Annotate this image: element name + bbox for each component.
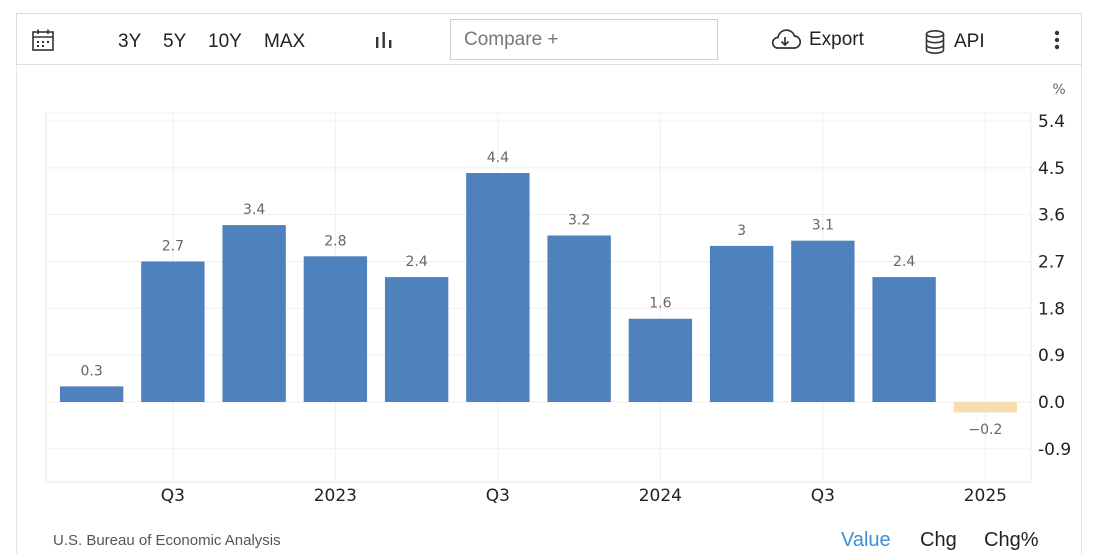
bar-value-label: 4.4 [487, 150, 509, 166]
range-3y-button[interactable]: 3Y [118, 31, 142, 52]
x-tick-label: 2025 [964, 486, 1007, 506]
chart-toolbar: 3Y 5Y 10Y MAX Compare + Export API [16, 13, 1082, 65]
range-10y-button[interactable]: 10Y [208, 31, 242, 52]
y-axis: 5.4 4.5 3.6 2.7 1.8 0.9 0.0 -0.9 [1038, 112, 1071, 460]
chart-area [16, 65, 1082, 554]
range-5y-button[interactable]: 5Y [163, 31, 187, 52]
value-labels: 0.3 2.7 3.4 2.8 2.4 4.4 3.2 1.6 3 3.1 2.4 −0.2 [80, 150, 1002, 438]
tab-value[interactable]: Value [841, 529, 891, 551]
bar-value-label: 0.3 [80, 363, 102, 379]
x-tick-label: Q3 [161, 486, 185, 506]
bar[interactable] [872, 277, 936, 402]
y-tick-label: 0.0 [1038, 393, 1065, 413]
unit-label: % [1052, 82, 1065, 98]
y-tick-label: -0.9 [1038, 440, 1071, 460]
bar[interactable] [466, 173, 530, 402]
x-tick-label: 2023 [314, 486, 357, 506]
gridlines [45, 112, 1032, 483]
y-tick-label: 4.5 [1038, 159, 1065, 179]
y-tick-label: 0.9 [1038, 346, 1065, 366]
bar[interactable] [222, 225, 286, 402]
x-tick-label: Q3 [486, 486, 510, 506]
api-button[interactable]: API [924, 29, 985, 55]
bar[interactable] [141, 261, 205, 403]
tab-chg[interactable]: Chg [920, 529, 957, 551]
cloud-download-icon [771, 29, 801, 49]
y-tick-label: 2.7 [1038, 253, 1065, 273]
bar[interactable] [709, 245, 774, 402]
more-vertical-icon[interactable] [1047, 14, 1067, 66]
bar-value-label: 3 [737, 223, 746, 239]
bar-value-label: 2.7 [162, 239, 184, 255]
bar-value-label: 3.4 [243, 202, 265, 218]
bar[interactable] [547, 235, 611, 402]
tab-chg-percent[interactable]: Chg% [984, 529, 1039, 551]
bar[interactable] [953, 402, 1018, 413]
bar-value-label: 1.6 [649, 296, 671, 312]
bar[interactable] [59, 386, 124, 402]
bar-value-label: 3.1 [812, 218, 834, 234]
bars [59, 173, 1018, 413]
source-label: U.S. Bureau of Economic Analysis [53, 532, 281, 549]
y-tick-label: 5.4 [1038, 112, 1065, 132]
bar[interactable] [628, 318, 693, 402]
bar[interactable] [384, 277, 449, 402]
bar-value-label: 2.4 [893, 254, 915, 270]
compare-placeholder: Compare + [464, 28, 559, 50]
x-axis: Q3 2023 Q3 2024 Q3 2025 [161, 486, 1007, 506]
bar-chart-icon[interactable] [371, 14, 397, 66]
bar-value-label: 3.2 [568, 212, 590, 228]
bar-value-label: −0.2 [968, 422, 1002, 438]
bar-value-label: 2.8 [324, 233, 346, 249]
database-icon [925, 29, 945, 55]
bar[interactable] [791, 240, 855, 402]
export-button[interactable]: Export [769, 29, 864, 51]
y-tick-label: 3.6 [1038, 206, 1065, 226]
bar-value-label: 2.4 [405, 254, 427, 270]
bar[interactable] [303, 256, 368, 402]
export-label: Export [809, 29, 864, 50]
calendar-icon[interactable] [29, 14, 57, 66]
compare-input[interactable]: Compare + [450, 19, 718, 60]
x-tick-label: 2024 [639, 486, 682, 506]
y-tick-label: 1.8 [1038, 299, 1065, 319]
x-tick-label: Q3 [811, 486, 835, 506]
api-label: API [954, 31, 985, 52]
range-max-button[interactable]: MAX [264, 31, 306, 52]
